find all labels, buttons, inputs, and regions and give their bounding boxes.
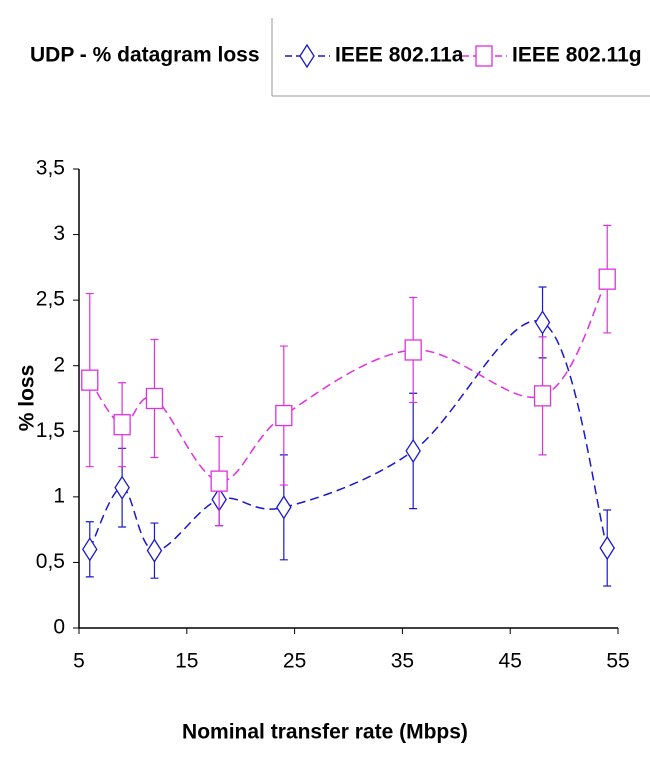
square-marker	[145, 387, 164, 410]
y-tick-label: 1,5	[36, 419, 65, 442]
square-marker	[210, 470, 228, 492]
diamond-marker	[599, 535, 615, 561]
square-marker	[475, 45, 493, 67]
diamond-marker	[114, 475, 130, 500]
diamond-marker	[82, 537, 98, 562]
y-tick-label: 3	[53, 222, 65, 245]
square-marker	[404, 339, 422, 361]
x-tick-label: 15	[175, 650, 198, 673]
x-tick-label: 25	[283, 650, 306, 673]
y-tick-label: 2,5	[36, 288, 65, 311]
legend-label: IEEE 802.11g	[512, 44, 642, 67]
legend-title: UDP - % datagram loss	[30, 44, 260, 67]
diamond-marker	[146, 538, 163, 563]
diamond-marker	[299, 43, 315, 69]
y-tick-label: 3,5	[36, 157, 65, 180]
y-tick-label: 2	[53, 353, 65, 376]
square-marker	[113, 414, 131, 436]
diamond-marker	[276, 495, 292, 520]
y-axis-label: % loss	[16, 365, 39, 432]
legend-label: IEEE 802.11a	[335, 44, 464, 67]
y-tick-label: 0,5	[36, 550, 65, 573]
y-tick-label: 0	[53, 616, 65, 639]
x-tick-label: 35	[391, 650, 414, 673]
series-line	[89, 278, 608, 482]
x-tick-label: 5	[73, 650, 85, 673]
x-tick-label: 45	[499, 650, 522, 673]
square-marker	[598, 268, 616, 290]
y-tick-label: 1	[53, 484, 65, 507]
square-marker	[81, 369, 99, 391]
diamond-marker	[534, 310, 551, 335]
square-marker	[533, 385, 552, 407]
x-tick-label: 55	[606, 650, 629, 673]
square-marker	[275, 404, 293, 427]
diamond-marker	[405, 438, 421, 464]
series-line	[89, 320, 608, 552]
x-axis-label: Nominal transfer rate (Mbps)	[182, 721, 468, 744]
